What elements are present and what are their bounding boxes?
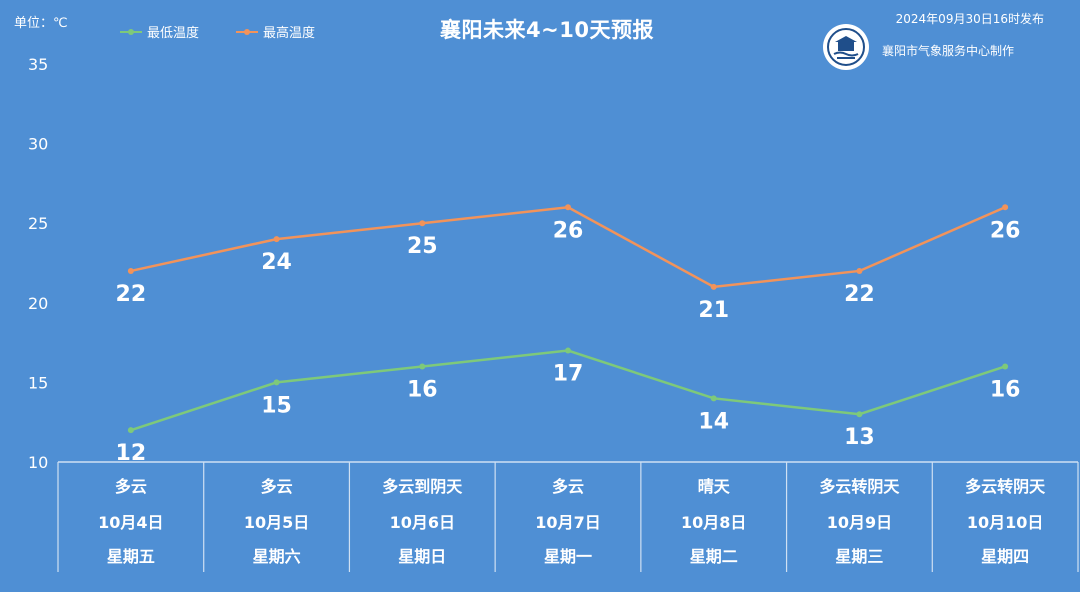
weekday-label: 星期一 — [544, 547, 592, 566]
weather-label: 多云转阴天 — [965, 477, 1046, 496]
weekday-label: 星期日 — [398, 547, 446, 566]
y-tick-label: 30 — [28, 135, 48, 154]
unit-label: 单位：℃ — [14, 16, 68, 31]
data-label: 15 — [261, 393, 292, 418]
data-point — [1002, 204, 1009, 211]
data-label: 22 — [116, 282, 147, 307]
y-axis-ticks: 10 15 20 25 30 35 — [28, 55, 48, 472]
data-label: 26 — [553, 218, 584, 243]
weekday-label: 星期六 — [253, 547, 301, 566]
data-point — [565, 204, 571, 211]
legend-item-low[interactable]: 最低温度 — [120, 22, 199, 41]
data-point — [419, 363, 426, 370]
date-label: 10月5日 — [244, 513, 309, 532]
y-tick-label: 25 — [28, 214, 48, 233]
data-label: 17 — [553, 362, 584, 387]
weekday-label: 星期三 — [835, 547, 883, 566]
weekday-label: 星期四 — [981, 547, 1029, 566]
weather-label: 晴天 — [698, 477, 731, 496]
data-label: 22 — [844, 282, 875, 307]
legend-item-high[interactable]: 最高温度 — [236, 22, 315, 41]
data-point — [127, 267, 134, 274]
date-label: 10月9日 — [827, 513, 892, 532]
data-label: 16 — [990, 377, 1021, 402]
data-point — [710, 395, 717, 402]
y-tick-label: 35 — [28, 55, 48, 74]
publish-time: 2024年09月30日16时发布 — [895, 12, 1044, 26]
data-point — [856, 267, 863, 274]
data-point — [565, 347, 571, 354]
legend-label-high: 最高温度 — [263, 26, 316, 41]
weekday-label: 星期五 — [107, 547, 155, 566]
y-tick-label: 20 — [28, 294, 48, 313]
data-point — [419, 220, 426, 227]
data-label: 24 — [261, 250, 292, 275]
data-label: 13 — [844, 425, 875, 450]
data-point — [1002, 363, 1009, 370]
legend-label-low: 最低温度 — [147, 26, 200, 41]
chart-title: 襄阳未来4~10天预报 — [440, 18, 654, 42]
date-label: 10月6日 — [390, 513, 455, 532]
producer-label: 襄阳市气象服务中心制作 — [882, 44, 1015, 58]
weather-service-logo-icon — [823, 24, 869, 70]
date-label: 10月8日 — [681, 513, 746, 532]
data-label: 16 — [407, 377, 438, 402]
data-point — [273, 236, 280, 243]
date-label: 10月7日 — [535, 513, 600, 532]
legend-swatch-low — [120, 28, 142, 35]
weather-label: 多云 — [552, 477, 584, 496]
weather-label: 多云 — [261, 477, 293, 496]
y-tick-label: 10 — [28, 453, 48, 472]
data-point — [856, 411, 863, 418]
y-tick-label: 15 — [28, 373, 48, 392]
data-label: 21 — [698, 298, 729, 323]
weather-label: 多云转阴天 — [819, 477, 900, 496]
legend-swatch-high — [236, 28, 258, 35]
data-label: 26 — [990, 218, 1021, 243]
data-point — [273, 379, 280, 386]
data-point — [127, 427, 134, 434]
date-label: 10月4日 — [98, 513, 163, 532]
weekday-label: 星期二 — [690, 547, 738, 566]
data-label: 25 — [407, 234, 438, 259]
data-point — [710, 283, 717, 290]
weather-label: 多云 — [115, 477, 147, 496]
weather-label: 多云到阴天 — [382, 477, 463, 496]
date-label: 10月10日 — [967, 513, 1044, 532]
data-label: 14 — [698, 409, 729, 434]
